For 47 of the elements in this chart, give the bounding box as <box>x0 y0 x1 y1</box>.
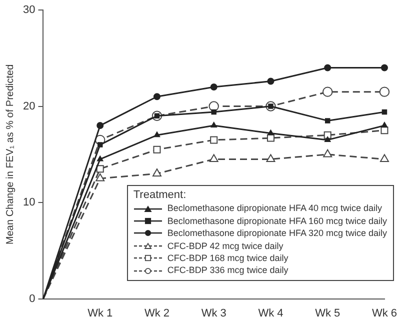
y-tick-label: 0 <box>29 292 36 305</box>
point <box>210 84 218 91</box>
y-tick-label: 30 <box>22 4 36 16</box>
legend-title: Treatment: <box>133 189 188 202</box>
x-tick-label: Wk 5 <box>315 307 340 320</box>
point <box>324 136 331 142</box>
point <box>380 64 388 72</box>
point <box>324 118 330 124</box>
point <box>380 154 389 162</box>
legend-label: CFC-BDP 42 mcg twice daily <box>167 240 284 252</box>
point <box>211 109 216 115</box>
point <box>209 154 218 162</box>
legend-label: CFC-BDP 336 mcg twice daily <box>167 264 288 277</box>
y-axis-title: Mean Change in FEV₁ as % of Predicted <box>4 64 16 244</box>
point <box>267 78 274 85</box>
point <box>152 168 162 176</box>
point <box>266 154 276 162</box>
point <box>324 64 332 72</box>
point <box>97 156 104 162</box>
y-tick-label: 10 <box>22 196 36 209</box>
legend-label: CFC-BDP 168 mcg twice daily <box>167 252 288 264</box>
point <box>96 173 105 182</box>
legend-label: Beclomethasone dipropionate HFA 160 mcg twice daily <box>167 214 387 228</box>
point <box>210 136 218 144</box>
point <box>97 142 103 148</box>
point <box>324 131 332 139</box>
x-tick-label: Wk 4 <box>258 307 284 320</box>
point <box>323 149 332 158</box>
y-tick-label: 20 <box>22 100 36 112</box>
point <box>381 122 388 128</box>
point <box>382 109 388 115</box>
x-tick-label: Wk 3 <box>201 307 226 320</box>
point <box>153 93 160 100</box>
x-tick-label: Wk 1 <box>88 307 113 320</box>
point <box>210 122 217 128</box>
point <box>153 146 161 154</box>
point <box>379 86 390 97</box>
legend-label: Beclomethasone dipropionate HFA 40 mcg twice daily <box>167 202 382 215</box>
x-tick-label: Wk 6 <box>372 307 398 320</box>
point <box>266 134 274 142</box>
point <box>154 132 160 138</box>
point <box>96 122 104 130</box>
point <box>96 165 104 173</box>
x-tick-label: Wk 2 <box>144 307 170 320</box>
point <box>322 86 333 97</box>
point <box>268 130 274 136</box>
legend-label: Beclomethasone dipropionate HFA 320 mcg twice daily <box>167 227 387 240</box>
